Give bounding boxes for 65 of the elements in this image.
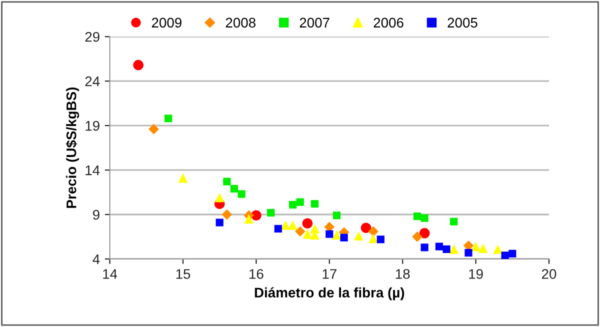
legend-label: 2009 (152, 18, 182, 28)
point (493, 244, 502, 254)
point (376, 236, 384, 244)
point (310, 224, 320, 234)
point (230, 184, 238, 193)
point (326, 230, 334, 238)
y-axis-title: Precio (U$S/kgBS) (66, 88, 80, 208)
point (178, 173, 188, 183)
point (360, 222, 372, 234)
point (267, 208, 275, 217)
point (222, 209, 232, 220)
legend-label: 2007 (300, 18, 330, 28)
point (420, 214, 428, 222)
point (288, 200, 297, 209)
point (280, 220, 290, 230)
x-tick-label: 17 (322, 269, 336, 279)
y-tick-label: 19 (86, 120, 100, 131)
point (302, 229, 312, 239)
point (412, 232, 422, 242)
x-tick-label: 16 (250, 269, 264, 279)
point (302, 218, 313, 229)
point (508, 250, 516, 258)
x-tick-label: 15 (176, 269, 190, 279)
legend-label: 2008 (226, 18, 256, 28)
point (332, 230, 342, 240)
y-tick-label: 29 (85, 32, 100, 42)
legend-label: 2006 (374, 18, 404, 28)
point (238, 190, 246, 198)
point (288, 220, 298, 230)
point (449, 244, 458, 254)
point (244, 214, 254, 224)
point (296, 198, 304, 206)
x-tick-label: 14 (103, 269, 118, 279)
x-tick-label: 18 (396, 269, 410, 279)
point (354, 231, 364, 241)
x-tick-label: 19 (469, 269, 483, 279)
point (413, 212, 422, 220)
point (450, 218, 458, 226)
point (214, 192, 224, 202)
point (223, 178, 231, 186)
point (332, 212, 341, 220)
point (164, 114, 172, 122)
point (464, 248, 472, 257)
y-tick-label: 24 (85, 76, 100, 86)
y-tick-label: 14 (86, 166, 100, 176)
point (368, 234, 378, 244)
point (148, 124, 159, 134)
x-axis-title: Diámetro de la fibra (µ) (254, 287, 404, 300)
x-tick-label: 20 (542, 269, 556, 279)
y-tick-label: 4 (92, 254, 100, 264)
point (368, 226, 379, 237)
point (216, 218, 224, 226)
point (435, 242, 444, 250)
point (133, 60, 144, 70)
point (310, 200, 319, 208)
point (420, 244, 428, 252)
point (501, 252, 509, 259)
point (419, 228, 430, 238)
point (294, 226, 306, 237)
legend-label: 2005 (448, 18, 478, 28)
point (442, 245, 450, 254)
point (274, 224, 282, 233)
point (478, 244, 488, 253)
y-tick-label: 9 (93, 210, 100, 220)
point (340, 234, 348, 242)
